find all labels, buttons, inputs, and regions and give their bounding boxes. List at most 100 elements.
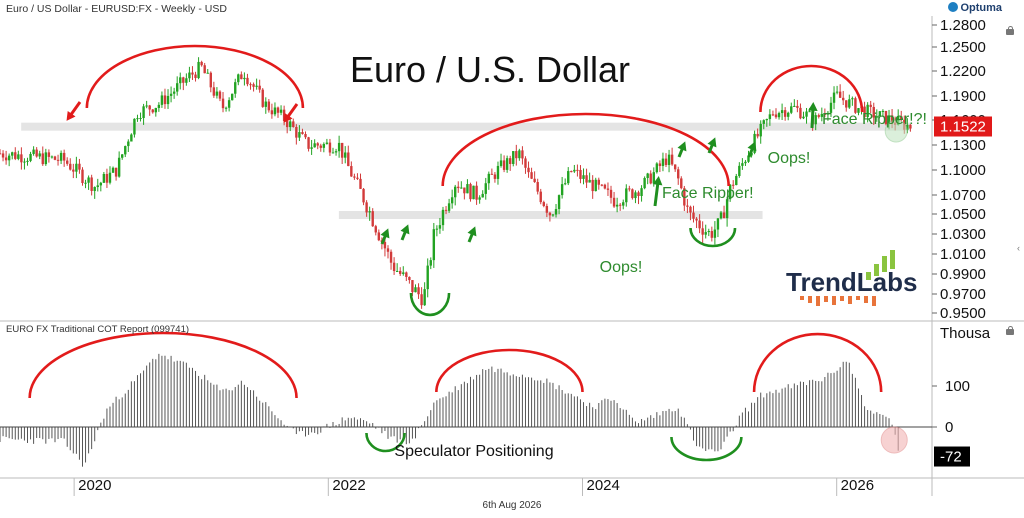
price-candle [670, 154, 674, 165]
price-candle [783, 110, 787, 117]
price-candle [487, 173, 491, 184]
price-candle [652, 172, 655, 184]
price-candle [710, 231, 714, 238]
price-candle [7, 155, 11, 161]
red-arrow-icon [285, 103, 299, 119]
lock-icon[interactable] [1006, 326, 1014, 335]
price-candle [310, 147, 313, 149]
lock-icon[interactable] [1006, 26, 1014, 35]
price-candle [600, 184, 604, 186]
price-candle [719, 212, 723, 219]
price-candle [304, 134, 307, 138]
scroll-handle-icon[interactable]: ‹ [1017, 243, 1020, 253]
price-candle [527, 167, 530, 173]
cot-bars [0, 353, 932, 467]
bottom-arc [689, 227, 737, 248]
price-candle [365, 202, 368, 213]
price-candle [414, 287, 417, 293]
price-candle [814, 115, 817, 125]
price-candle [87, 177, 90, 183]
price-candle [615, 204, 619, 207]
price-candle [551, 214, 555, 216]
price-candle [512, 151, 515, 164]
price-candle [909, 124, 912, 129]
year-tick-label: 2020 [78, 477, 111, 494]
price-candle [496, 165, 500, 179]
price-candle [890, 115, 894, 123]
cot-tick-label: 100 [945, 378, 970, 395]
price-candle [215, 91, 219, 96]
price-tick-label: 1.1900 [940, 88, 986, 105]
price-candle [460, 187, 463, 189]
price-candle [628, 188, 631, 190]
price-tick-label: 0.9900 [940, 266, 986, 283]
trendlabs-logo-tick [856, 296, 860, 300]
price-candle [793, 105, 796, 107]
price-candle [539, 191, 542, 203]
price-candle [200, 61, 203, 66]
trendlabs-logo-tick [816, 296, 820, 306]
price-candle [38, 153, 41, 157]
price-candle [362, 188, 365, 203]
price-candle [701, 228, 704, 235]
price-candle [102, 173, 106, 183]
price-candle [322, 143, 326, 148]
price-candle [124, 146, 127, 155]
price-candle [625, 188, 628, 203]
price-candle [148, 105, 151, 110]
price-candle [20, 154, 23, 163]
annotation-label: Oops! [600, 259, 643, 276]
price-candle [53, 156, 57, 160]
price-candle [276, 107, 280, 113]
price-candle [206, 72, 209, 74]
price-candle [835, 91, 839, 93]
price-candle [197, 61, 200, 79]
price-candle [405, 272, 408, 277]
price-candle [166, 95, 170, 105]
price-candle [282, 109, 286, 122]
price-candle [383, 242, 387, 249]
green-arrow-icon [677, 141, 687, 152]
price-candle [603, 184, 607, 189]
price-candle [29, 153, 32, 161]
price-candle [673, 164, 677, 170]
price-candle [695, 218, 698, 221]
year-tick-label: 2026 [841, 477, 874, 494]
annotation-label: Face Ripper! [662, 185, 754, 202]
price-candle [906, 124, 909, 130]
price-candle [121, 154, 124, 158]
trendlabs-logo-tick [848, 296, 852, 304]
price-candle [502, 160, 506, 170]
green-arrow-icon [467, 226, 477, 237]
price-candle [722, 212, 726, 219]
price-candle [677, 169, 680, 179]
price-candle [328, 142, 332, 153]
price-candle [261, 89, 264, 107]
price-candle [508, 158, 512, 164]
green-arrow-icon [652, 176, 663, 186]
price-candle [515, 151, 518, 159]
price-candle [298, 132, 301, 138]
price-candle [557, 195, 561, 210]
green-arrow-icon [653, 181, 660, 207]
price-candle [771, 114, 775, 116]
trendlabs-logo-tick [832, 296, 836, 305]
price-candle [386, 248, 390, 252]
price-candle [273, 107, 277, 115]
price-candle [875, 116, 879, 118]
last-price-tag [934, 116, 992, 137]
price-candle [209, 72, 212, 88]
price-candle [353, 176, 356, 178]
cot-top-arc [752, 332, 883, 393]
price-candle [735, 176, 738, 186]
price-candle [285, 121, 289, 128]
price-tick-label: 1.1300 [940, 137, 986, 154]
price-candle [237, 74, 240, 83]
price-candle [536, 182, 539, 192]
price-candle [667, 154, 671, 165]
price-candle [884, 110, 888, 125]
price-candle [154, 107, 158, 113]
red-arrow-icon [66, 110, 76, 121]
trendlabs-logo-tick [840, 296, 844, 301]
price-candle [258, 85, 261, 90]
